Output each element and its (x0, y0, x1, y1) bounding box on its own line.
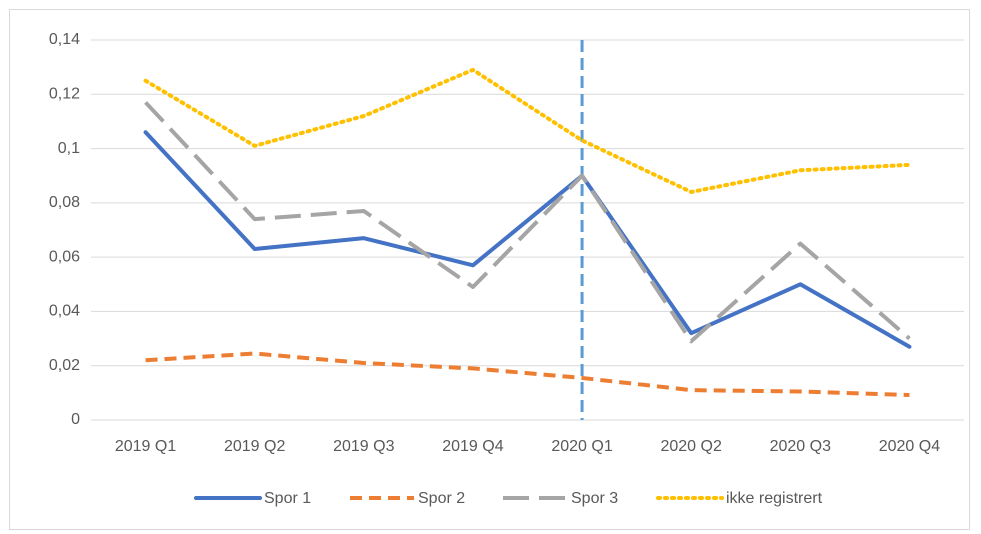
y-tick-label: 0,08 (49, 194, 80, 211)
series-line (144, 101, 911, 344)
y-tick-label: 0,14 (49, 31, 80, 48)
x-tick-label: 2019 Q3 (333, 438, 394, 455)
legend-label: Spor 2 (418, 490, 465, 507)
legend-label: Spor 1 (264, 490, 311, 507)
x-tick-label: 2019 Q2 (224, 438, 285, 455)
y-tick-label: 0,1 (58, 140, 80, 157)
series-line (145, 351, 910, 398)
legend-label: Spor 3 (571, 490, 618, 507)
x-tick-label: 2020 Q3 (770, 438, 831, 455)
x-tick-label: 2019 Q4 (442, 438, 503, 455)
y-tick-label: 0 (71, 411, 80, 428)
x-tick-label: 2020 Q1 (551, 438, 612, 455)
legend-label: ikke registrert (726, 490, 823, 507)
series-line (143, 67, 912, 194)
series-line (143, 130, 912, 349)
x-tick-label: 2020 Q4 (879, 438, 940, 455)
y-tick-label: 0,12 (49, 86, 80, 103)
x-tick-label: 2020 Q2 (660, 438, 721, 455)
y-tick-label: 0,04 (49, 303, 80, 320)
y-tick-label: 0,06 (49, 248, 80, 265)
y-tick-label: 0,02 (49, 357, 80, 374)
x-tick-label: 2019 Q1 (115, 438, 176, 455)
